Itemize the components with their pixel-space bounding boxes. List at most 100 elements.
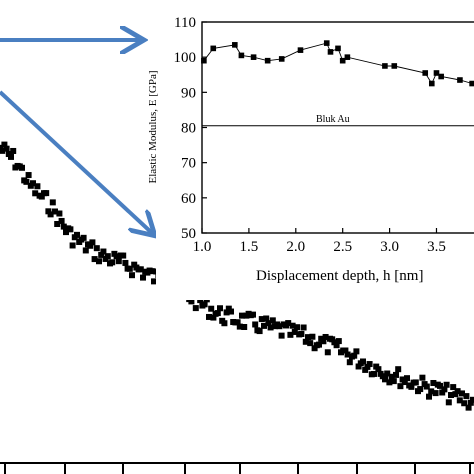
main-data-marker (256, 328, 263, 335)
main-data-marker (302, 338, 309, 345)
inset-data-point (382, 63, 388, 69)
main-data-marker (49, 199, 56, 206)
inset-data-point (433, 70, 440, 76)
callout-arrows (0, 40, 152, 233)
main-data-marker (390, 378, 397, 385)
main-data-marker (109, 259, 116, 266)
main-data-marker (448, 392, 454, 399)
main-data-marker (335, 338, 342, 345)
main-data-marker (67, 226, 74, 233)
inset-y-tick-label: 60 (181, 191, 196, 207)
main-data-marker (214, 310, 221, 317)
main-data-marker (382, 376, 388, 383)
main-data-marker (388, 373, 395, 380)
inset-data-point (232, 42, 238, 48)
main-data-marker (362, 366, 369, 373)
main-data-marker (60, 223, 67, 230)
main-data-marker (104, 253, 111, 260)
inset-data-point (278, 56, 285, 62)
main-data-marker (113, 253, 120, 260)
main-data-marker (252, 321, 259, 328)
main-data-marker (443, 381, 450, 388)
inset-x-axis-title: Displacement depth, h [nm] (256, 268, 423, 284)
main-data-marker (437, 382, 443, 389)
main-data-marker (217, 305, 223, 312)
main-data-marker (201, 301, 208, 308)
inset-data-point (339, 57, 346, 64)
main-data-marker (412, 379, 419, 386)
inset-data-point (323, 40, 330, 46)
arrow-to-inset-bottom (0, 90, 152, 233)
main-data-marker (278, 332, 285, 339)
main-data-marker (432, 390, 439, 397)
main-data-marker (265, 320, 272, 327)
inset-data-point (457, 77, 463, 83)
main-data-marker (276, 323, 283, 330)
main-data-marker (54, 221, 61, 228)
inset-data-point (201, 57, 207, 64)
main-data-marker (32, 190, 39, 197)
main-data-marker (96, 258, 102, 265)
main-data-marker (419, 374, 426, 381)
inset-y-tick-label: 80 (181, 121, 196, 137)
main-data-marker (353, 348, 360, 355)
main-data-marker (192, 305, 199, 312)
main-data-marker (430, 379, 437, 386)
main-data-marker (82, 247, 89, 254)
main-data-marker (456, 397, 463, 404)
inset-data-point (438, 73, 444, 80)
main-data-marker (89, 239, 96, 246)
main-data-marker (289, 322, 296, 329)
main-data-marker (311, 345, 318, 352)
main-data-marker (393, 371, 399, 378)
reference-line-label: Bluk Au (316, 114, 350, 125)
main-data-marker (34, 183, 41, 190)
main-data-marker (465, 404, 472, 411)
main-data-marker (285, 320, 292, 327)
main-data-marker (129, 272, 135, 279)
inset-x-tick-label: 3.0 (380, 239, 399, 255)
main-data-marker (63, 229, 69, 236)
main-data-marker (25, 172, 32, 179)
main-data-marker (375, 366, 382, 373)
main-data-marker (228, 308, 234, 315)
main-data-marker (454, 388, 461, 395)
inset-y-tick-label: 70 (181, 156, 196, 172)
main-data-marker (43, 190, 50, 197)
inset-x-tick-label: 1.0 (193, 239, 212, 255)
main-data-marker (115, 258, 122, 265)
main-data-marker (428, 388, 435, 395)
main-data-marker (100, 248, 107, 255)
main-data-marker (93, 245, 100, 252)
main-data-marker (221, 320, 228, 327)
main-data-marker (263, 315, 270, 322)
inset-chart: 50 60 70 80 90 100 110 1.0 1.5 2.0 2.5 3.0 3.5 Bluk … (147, 5, 474, 300)
main-data-marker (258, 316, 265, 323)
main-x-ticks (4, 463, 471, 474)
main-data-marker (98, 251, 105, 258)
main-data-marker (30, 180, 36, 187)
main-data-marker (74, 231, 80, 238)
main-data-marker (395, 366, 402, 373)
main-data-marker (426, 393, 432, 400)
main-data-marker (441, 386, 448, 393)
main-data-marker (351, 352, 358, 359)
main-data-marker (267, 324, 274, 331)
main-data-marker (423, 383, 430, 390)
inset-data-point (469, 80, 474, 87)
main-data-marker (305, 334, 311, 341)
main-data-marker (366, 361, 373, 368)
inset-data-point (422, 70, 429, 76)
inset-y-tick-label: 110 (174, 15, 196, 31)
main-data-marker (210, 314, 217, 321)
inset-data-point (428, 80, 435, 87)
main-data-marker (401, 379, 408, 386)
main-data-marker (56, 210, 63, 217)
inset-x-tick-label: 2.5 (333, 239, 352, 255)
main-data-marker (8, 153, 14, 160)
inset-x-tick-label: 3.5 (427, 239, 446, 255)
main-data-marker (236, 323, 243, 330)
main-data-marker (188, 298, 195, 305)
main-data-marker (239, 312, 245, 319)
